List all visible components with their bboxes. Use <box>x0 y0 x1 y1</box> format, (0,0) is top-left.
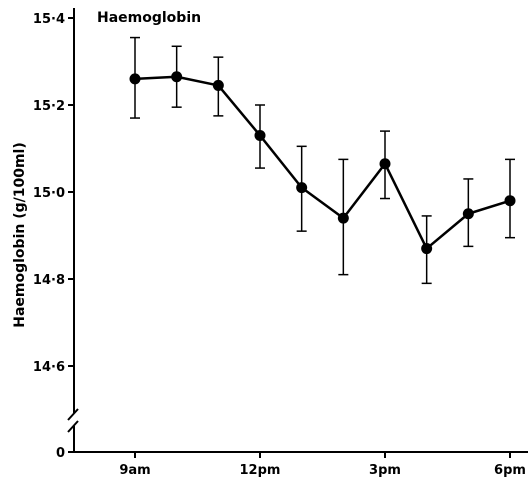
data-point-5 <box>337 212 349 224</box>
data-point-9 <box>504 195 516 207</box>
axis-break-mark-lower <box>67 420 79 433</box>
y-tick-label-2: 15·0 <box>33 186 65 201</box>
series <box>129 71 516 255</box>
x-tick-label-1: 12pm <box>240 463 281 478</box>
y-tick-label-4: 14·6 <box>33 360 65 375</box>
x-tick-label-0: 9am <box>119 463 150 478</box>
data-point-2 <box>212 79 224 91</box>
x-tick-label-3: 6pm <box>494 463 526 478</box>
series-line-0 <box>134 75 511 250</box>
x-tick-label-2: 3pm <box>369 463 401 478</box>
ticks: 15·4 15·2 15·0 14·8 14·6 0 9am 12pm 3pm 6pm <box>33 12 526 478</box>
data-point-3 <box>254 129 266 141</box>
data-point-0 <box>129 73 141 85</box>
data-point-1 <box>171 71 183 83</box>
data-point-4 <box>296 182 308 194</box>
y-tick-label-0: 15·4 <box>33 12 65 27</box>
error-bars <box>130 36 515 285</box>
chart-title: Haemoglobin <box>97 10 201 26</box>
data-point-8 <box>462 208 474 220</box>
y-axis-title: Haemoglobin (g/100ml) <box>12 142 28 328</box>
axes <box>67 8 528 453</box>
data-point-6 <box>379 158 391 170</box>
y-tick-label-zero: 0 <box>56 446 65 461</box>
y-tick-label-1: 15·2 <box>33 99 65 114</box>
data-point-7 <box>421 243 433 255</box>
axis-break-mark-upper <box>67 408 79 421</box>
y-tick-label-3: 14·8 <box>33 273 65 288</box>
